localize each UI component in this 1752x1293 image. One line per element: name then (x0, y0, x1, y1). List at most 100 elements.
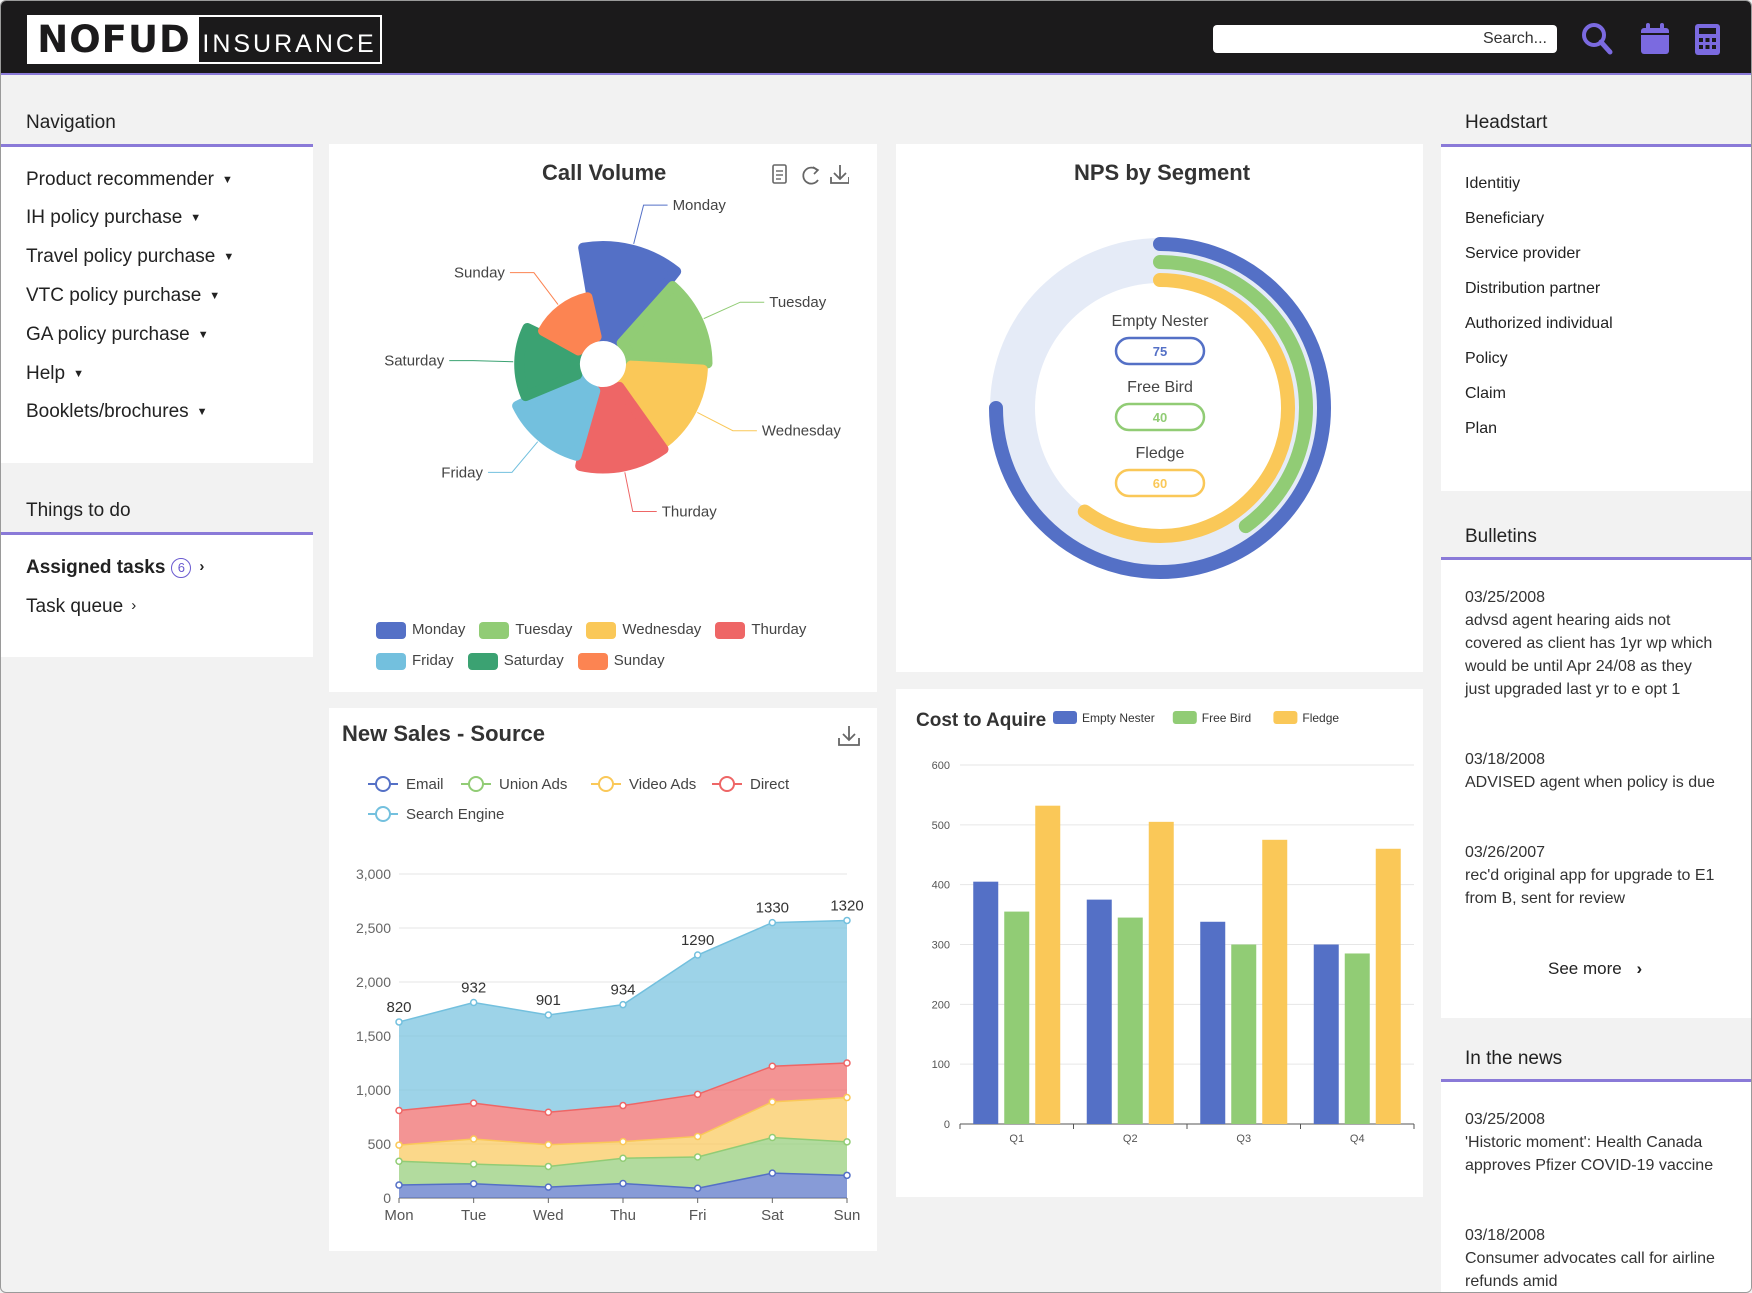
nav-item-ih-policy-purchase[interactable]: IH policy purchase ▼ (26, 207, 201, 229)
data-point[interactable] (843, 1059, 851, 1067)
data-view-icon[interactable] (772, 164, 787, 184)
data-point[interactable] (395, 1106, 403, 1115)
data-point[interactable] (544, 1011, 553, 1019)
search-icon[interactable] (1577, 19, 1617, 59)
refresh-icon[interactable] (802, 166, 820, 185)
area-direct[interactable] (399, 1063, 847, 1146)
logo[interactable]: NOFUD INSURANCE (27, 15, 382, 64)
bar-q1-fledge[interactable] (1035, 805, 1061, 1124)
legend-item-thurday[interactable]: Thurday (715, 621, 806, 639)
bar-q3-free-bird[interactable] (1231, 944, 1257, 1125)
headstart-item-policy[interactable]: Policy (1465, 350, 1508, 367)
data-point[interactable] (768, 1169, 777, 1177)
bar-q2-free-bird[interactable] (1117, 917, 1143, 1124)
data-point[interactable] (469, 1179, 478, 1188)
headstart-item-service-provider[interactable]: Service provider (1465, 245, 1581, 262)
see-more-link[interactable]: See more › (1548, 959, 1642, 979)
rose-slice-tuesday[interactable] (616, 281, 713, 369)
nav-item-help[interactable]: Help ▼ (26, 363, 84, 385)
headstart-item-plan[interactable]: Plan (1465, 420, 1498, 437)
task-queue-link[interactable]: Task queue › (26, 596, 136, 618)
bar-q1-free-bird[interactable] (1004, 911, 1030, 1124)
legend-item-sunday[interactable]: Sunday (577, 652, 665, 670)
data-point[interactable] (469, 1160, 478, 1168)
data-point[interactable] (619, 1000, 627, 1009)
rose-slice-friday[interactable] (512, 371, 601, 461)
download-icon[interactable] (830, 165, 849, 184)
data-point[interactable] (544, 1108, 553, 1116)
data-point[interactable] (843, 916, 851, 925)
news-item[interactable]: 03/25/2008 'Historic moment': Health Can… (1465, 1108, 1715, 1177)
legend-item-empty-nester[interactable]: Empty Nester (1053, 711, 1155, 725)
data-point[interactable] (693, 951, 702, 959)
bar-q4-fledge[interactable] (1375, 848, 1401, 1124)
nav-item-vtc-policy-purchase[interactable]: VTC policy purchase ▼ (26, 285, 220, 307)
data-point[interactable] (619, 1179, 627, 1188)
data-point[interactable] (768, 918, 777, 927)
area-search-engine[interactable] (399, 920, 847, 1113)
data-point[interactable] (395, 1157, 403, 1166)
area-union-ads[interactable] (399, 1137, 847, 1189)
news-item[interactable]: 03/18/2008 Consumer advocates call for a… (1465, 1224, 1715, 1292)
legend-item-free-bird[interactable]: Free Bird (1172, 711, 1251, 725)
data-point[interactable] (619, 1101, 627, 1110)
legend-item-search-engine[interactable]: Search Engine (368, 806, 504, 823)
bar-q3-empty-nester[interactable] (1200, 921, 1226, 1124)
legend-item-saturday[interactable]: Saturday (467, 652, 564, 670)
data-point[interactable] (544, 1183, 553, 1191)
data-point[interactable] (544, 1162, 553, 1171)
assigned-tasks-link[interactable]: Assigned tasks 6 › (26, 557, 204, 579)
headstart-item-identity[interactable]: Identitiy (1465, 175, 1521, 192)
nav-item-product-recommender[interactable]: Product recommender ▼ (26, 169, 233, 191)
data-point[interactable] (395, 1141, 403, 1149)
nps-arc-empty-nester[interactable] (989, 237, 1331, 579)
nps-arc-fledge[interactable] (1077, 273, 1295, 543)
legend-item-friday[interactable]: Friday (376, 652, 454, 670)
bar-q4-empty-nester[interactable] (1313, 944, 1339, 1125)
legend-item-fledge[interactable]: Fledge (1273, 711, 1339, 725)
calendar-icon[interactable] (1635, 19, 1675, 59)
nps-arc-free-bird[interactable] (1153, 255, 1313, 534)
data-point[interactable] (843, 1138, 851, 1146)
data-point[interactable] (693, 1153, 702, 1161)
area-video-ads[interactable] (399, 1097, 847, 1167)
legend-item-video-ads[interactable]: Video Ads (591, 776, 696, 793)
legend-item-wednesday[interactable]: Wednesday (586, 621, 701, 639)
headstart-item-beneficiary[interactable]: Beneficiary (1465, 210, 1545, 227)
nav-item-travel-policy-purchase[interactable]: Travel policy purchase ▼ (26, 246, 234, 268)
rose-slice-thurday[interactable] (575, 381, 669, 474)
legend-item-monday[interactable]: Monday (376, 621, 465, 639)
headstart-item-authorized-individual[interactable]: Authorized individual (1465, 315, 1613, 332)
legend-item-direct[interactable]: Direct (712, 776, 790, 793)
data-point[interactable] (693, 1090, 702, 1099)
data-point[interactable] (469, 1135, 478, 1143)
legend-item-email[interactable]: Email (368, 776, 444, 793)
headstart-item-claim[interactable]: Claim (1465, 385, 1506, 402)
data-point[interactable] (469, 998, 478, 1007)
nav-item-ga-policy-purchase[interactable]: GA policy purchase ▼ (26, 324, 209, 346)
data-point[interactable] (693, 1184, 702, 1193)
data-point[interactable] (395, 1018, 403, 1026)
nav-item-booklets-brochures[interactable]: Booklets/brochures ▼ (26, 401, 208, 423)
data-point[interactable] (768, 1062, 777, 1070)
legend-item-union-ads[interactable]: Union Ads (461, 776, 567, 793)
legend-item-tuesday[interactable]: Tuesday (479, 621, 572, 639)
bar-q2-fledge[interactable] (1148, 821, 1174, 1124)
bar-q1-empty-nester[interactable] (973, 881, 999, 1124)
data-point[interactable] (693, 1132, 702, 1141)
bar-q3-fledge[interactable] (1262, 839, 1288, 1124)
download-icon[interactable] (837, 724, 861, 748)
data-point[interactable] (544, 1141, 553, 1149)
data-point[interactable] (768, 1098, 777, 1106)
data-point[interactable] (619, 1154, 627, 1163)
rose-slice-sunday[interactable] (538, 292, 602, 356)
headstart-item-distribution-partner[interactable]: Distribution partner (1465, 280, 1601, 297)
data-point[interactable] (843, 1093, 851, 1102)
data-point[interactable] (768, 1133, 777, 1142)
data-point[interactable] (843, 1171, 851, 1180)
rose-slice-wednesday[interactable] (615, 360, 708, 447)
data-point[interactable] (469, 1099, 478, 1107)
data-point[interactable] (395, 1181, 403, 1189)
bar-q4-free-bird[interactable] (1344, 953, 1370, 1124)
rose-slice-monday[interactable] (578, 241, 682, 348)
